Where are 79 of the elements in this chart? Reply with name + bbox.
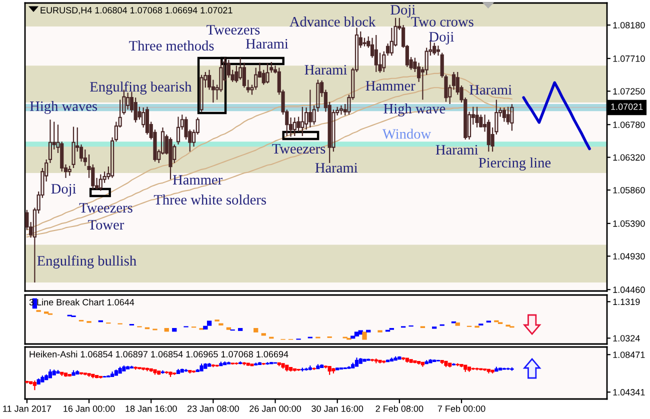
bar <box>366 330 371 332</box>
annotation: Harami <box>246 38 288 49</box>
y-tick-label: 1.08180 <box>613 22 645 28</box>
bar <box>455 322 460 326</box>
annotation: Tower <box>88 220 124 230</box>
annotation: Engulfing bullish <box>37 255 136 269</box>
candlestick <box>339 104 344 116</box>
candlestick <box>374 34 378 73</box>
annotation: Doji <box>390 4 416 18</box>
annotation: Three methods <box>129 40 214 51</box>
x-tick-label: 2 Feb 08:00 <box>376 405 424 412</box>
y-tick-label: 1.06780 <box>613 122 645 128</box>
x-tick-label: 30 Jan 16:00 <box>312 405 364 412</box>
y-tick-label: 1.1319 <box>613 298 640 306</box>
bar <box>238 328 243 331</box>
candlestick <box>266 62 270 84</box>
y-tick-label: 1.0324 <box>613 335 640 342</box>
annotation: Advance block <box>290 16 376 27</box>
bar <box>261 333 266 336</box>
candlestick <box>510 104 514 132</box>
y-tick-label: 1.04460 <box>613 286 645 293</box>
x-tick-label: 26 Jan 00:00 <box>250 405 302 412</box>
annotation: Engulfing bearish <box>90 81 192 95</box>
candlestick <box>226 59 230 78</box>
bar <box>350 336 356 339</box>
candlestick <box>308 89 312 128</box>
band-label: Window <box>382 128 432 139</box>
annotation: Three white solders <box>154 194 266 205</box>
candlestick <box>176 116 180 146</box>
x-tick-label: 11 Jan 2017 <box>3 405 52 412</box>
candlestick <box>145 106 150 136</box>
y-tick-label: 1.07250 <box>613 88 645 95</box>
y-tick-label: 1.06320 <box>613 154 645 161</box>
candlestick <box>475 106 479 128</box>
x-tick-label: 7 Feb 00:00 <box>438 405 486 412</box>
candlestick <box>292 116 296 137</box>
candlestick <box>72 126 76 169</box>
annotation: Hammer <box>366 81 416 91</box>
annotation: Tweezers <box>206 25 260 35</box>
candlestick <box>300 106 304 137</box>
annotation: High waves <box>30 100 98 114</box>
annotation: Harami <box>304 64 347 75</box>
x-tick-label: 23 Jan 08:00 <box>188 405 239 412</box>
y-tick-label: 1.08471 <box>613 352 645 358</box>
bar <box>362 332 367 340</box>
candlestick <box>296 116 300 132</box>
bar <box>226 327 232 330</box>
annotation: Harami <box>470 84 512 95</box>
candlestick <box>254 67 258 90</box>
y-tick-label: 1.04930 <box>613 253 645 260</box>
candlestick <box>32 380 36 391</box>
bar <box>254 328 258 332</box>
candlestick <box>506 106 510 126</box>
y-tick-label: 1.05860 <box>613 186 645 194</box>
candlestick <box>502 106 506 122</box>
annotation: Hammer <box>172 175 222 185</box>
annotation: Harami <box>436 144 478 155</box>
annotation: Harami <box>315 162 358 173</box>
line-series <box>522 81 591 150</box>
y-tick-label: 1.07710 <box>613 55 645 62</box>
chart-title: Heiken-Ashi 1.06854 1.06897 1.06854 1.06965 1.07068 1.06694 <box>30 350 288 358</box>
x-tick-label: 18 Jan 16:00 <box>126 405 177 412</box>
annotation: Doji <box>51 184 76 196</box>
annotation: Piercing line <box>478 157 551 171</box>
annotation: Two crows <box>411 17 474 27</box>
annotation: High wave <box>384 103 446 117</box>
bar <box>164 328 169 332</box>
bar <box>172 328 177 332</box>
x-tick-label: 16 Jan 00:00 <box>64 405 115 412</box>
annotation: Tweezers <box>272 144 326 154</box>
annotation: Doji <box>429 32 454 44</box>
y-tick-label: 1.05390 <box>613 220 645 227</box>
ref-line-label: 1.07021 <box>611 103 643 110</box>
bar <box>354 332 360 336</box>
y-tick-label: 1.04341 <box>613 389 645 396</box>
candlestick <box>242 62 246 88</box>
bar <box>206 320 212 326</box>
chart-title: EURUSD,H4 1.06804 1.07068 1.06694 1.07021 <box>40 7 232 14</box>
annotation: Tweezers <box>79 203 132 213</box>
